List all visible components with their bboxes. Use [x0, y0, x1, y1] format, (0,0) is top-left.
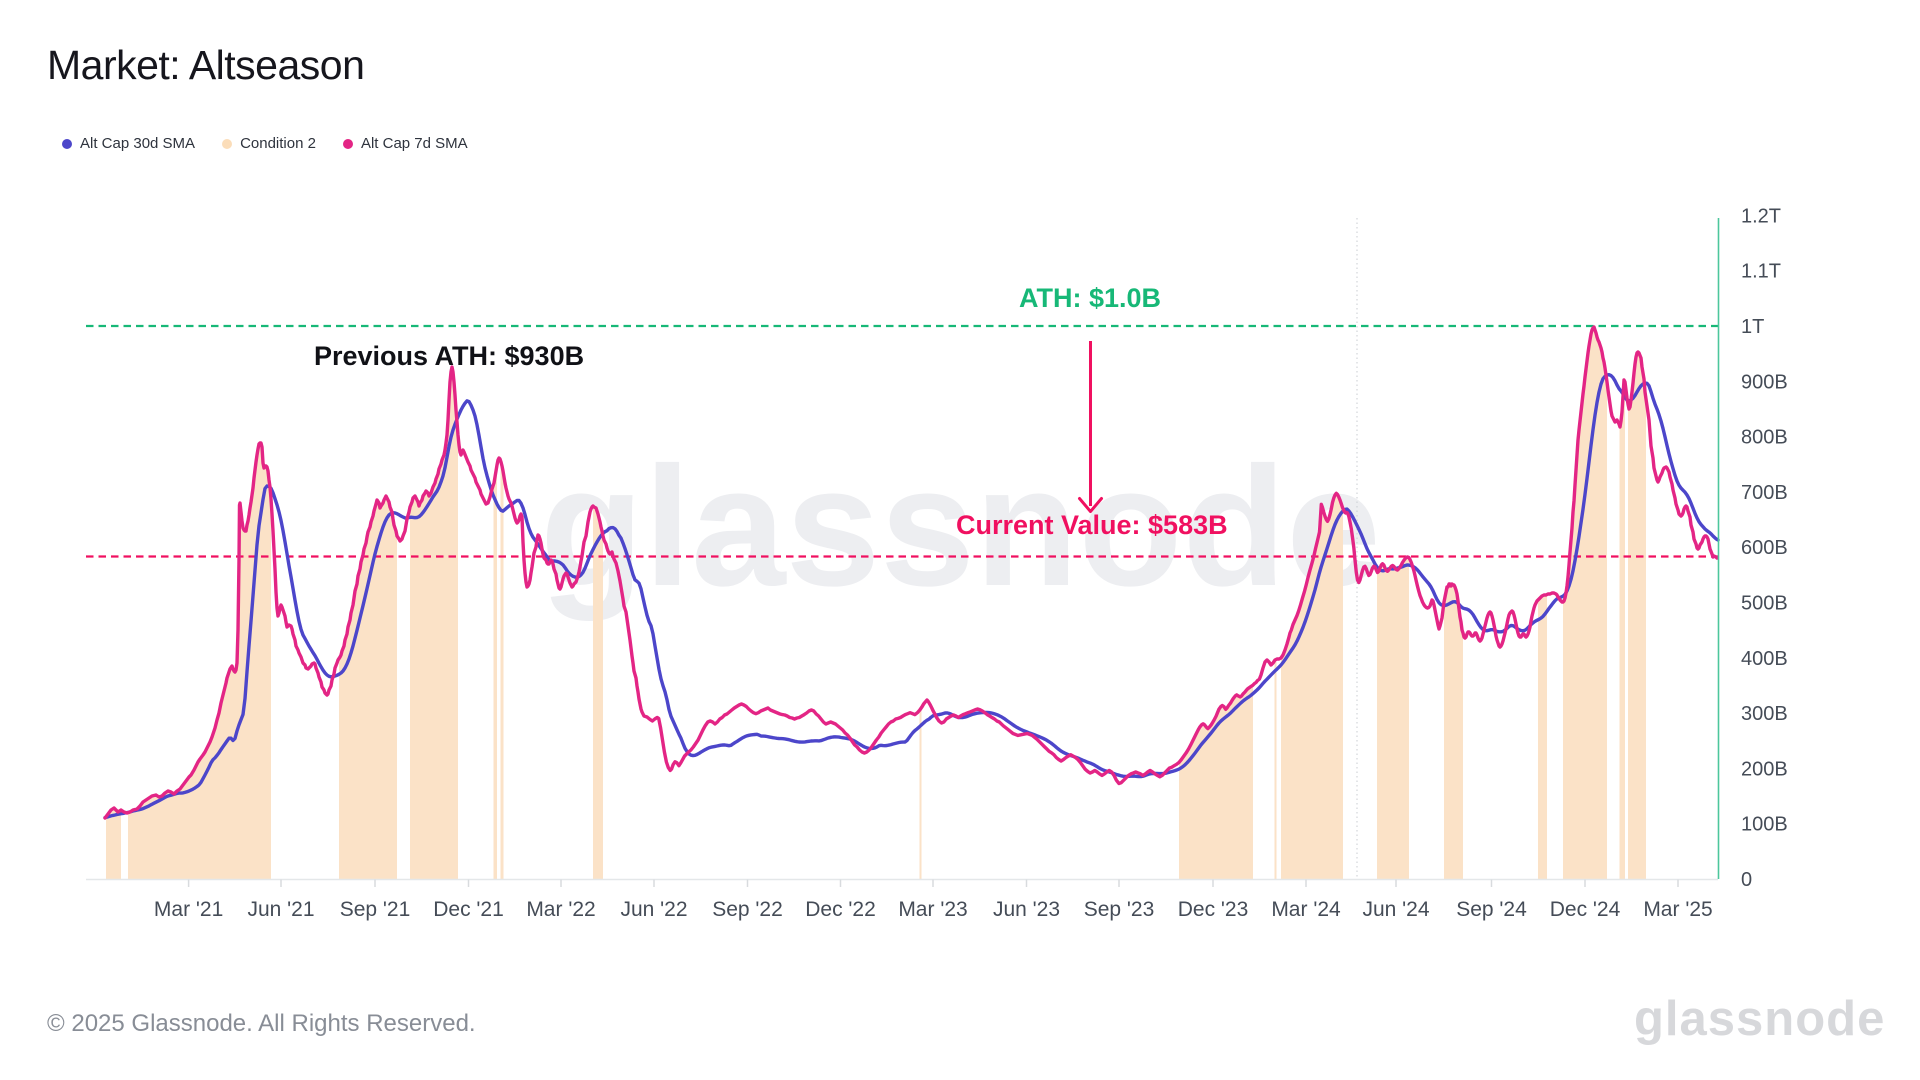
svg-text:800B: 800B: [1741, 427, 1788, 449]
svg-text:Jun '22: Jun '22: [620, 898, 687, 921]
svg-text:Dec '24: Dec '24: [1550, 898, 1621, 921]
svg-text:Mar '24: Mar '24: [1271, 898, 1341, 921]
svg-text:300B: 300B: [1741, 703, 1788, 725]
svg-text:Mar '23: Mar '23: [898, 898, 967, 921]
svg-text:Dec '21: Dec '21: [433, 898, 504, 921]
svg-text:1.1T: 1.1T: [1741, 261, 1781, 283]
svg-text:1T: 1T: [1741, 316, 1764, 338]
svg-text:400B: 400B: [1741, 648, 1788, 670]
svg-text:Mar '25: Mar '25: [1643, 898, 1712, 921]
svg-text:Sep '21: Sep '21: [340, 898, 411, 921]
svg-text:Dec '23: Dec '23: [1178, 898, 1249, 921]
svg-text:Mar '22: Mar '22: [526, 898, 595, 921]
svg-text:ATH: $1.0B: ATH: $1.0B: [1019, 283, 1161, 313]
svg-text:Previous ATH: $930B: Previous ATH: $930B: [314, 341, 584, 371]
svg-text:700B: 700B: [1741, 482, 1788, 504]
svg-text:Mar '21: Mar '21: [154, 898, 223, 921]
svg-text:Sep '23: Sep '23: [1084, 898, 1155, 921]
svg-text:Jun '23: Jun '23: [993, 898, 1060, 921]
svg-text:500B: 500B: [1741, 593, 1788, 615]
svg-text:900B: 900B: [1741, 371, 1788, 393]
svg-text:glassnode: glassnode: [540, 432, 1381, 622]
svg-text:Jun '24: Jun '24: [1362, 898, 1429, 921]
svg-text:1.2T: 1.2T: [1741, 205, 1781, 227]
svg-text:Sep '22: Sep '22: [712, 898, 783, 921]
svg-text:Dec '22: Dec '22: [805, 898, 876, 921]
svg-text:200B: 200B: [1741, 758, 1788, 780]
svg-text:Sep '24: Sep '24: [1456, 898, 1527, 921]
svg-text:600B: 600B: [1741, 537, 1788, 559]
svg-text:Current Value: $583B: Current Value: $583B: [956, 510, 1228, 540]
svg-text:100B: 100B: [1741, 814, 1788, 836]
svg-text:0: 0: [1741, 869, 1752, 891]
svg-text:Jun '21: Jun '21: [247, 898, 314, 921]
